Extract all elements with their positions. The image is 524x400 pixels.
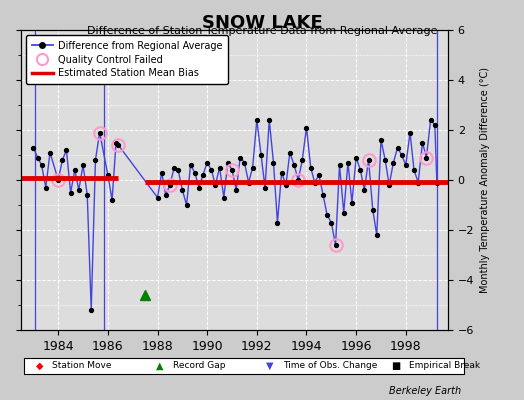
Text: ◆: ◆ bbox=[36, 361, 43, 371]
Text: Empirical Break: Empirical Break bbox=[409, 362, 480, 370]
Text: Difference of Station Temperature Data from Regional Average: Difference of Station Temperature Data f… bbox=[87, 26, 437, 36]
Text: Time of Obs. Change: Time of Obs. Change bbox=[283, 362, 377, 370]
Text: ▼: ▼ bbox=[266, 361, 274, 371]
Text: Berkeley Earth: Berkeley Earth bbox=[389, 386, 461, 396]
Y-axis label: Monthly Temperature Anomaly Difference (°C): Monthly Temperature Anomaly Difference (… bbox=[480, 67, 490, 293]
Text: ■: ■ bbox=[391, 361, 400, 371]
Text: ▲: ▲ bbox=[156, 361, 163, 371]
Text: SNOW LAKE: SNOW LAKE bbox=[202, 14, 322, 32]
Legend: Difference from Regional Average, Quality Control Failed, Estimated Station Mean: Difference from Regional Average, Qualit… bbox=[26, 35, 228, 84]
Text: Record Gap: Record Gap bbox=[173, 362, 225, 370]
Text: Station Move: Station Move bbox=[52, 362, 112, 370]
